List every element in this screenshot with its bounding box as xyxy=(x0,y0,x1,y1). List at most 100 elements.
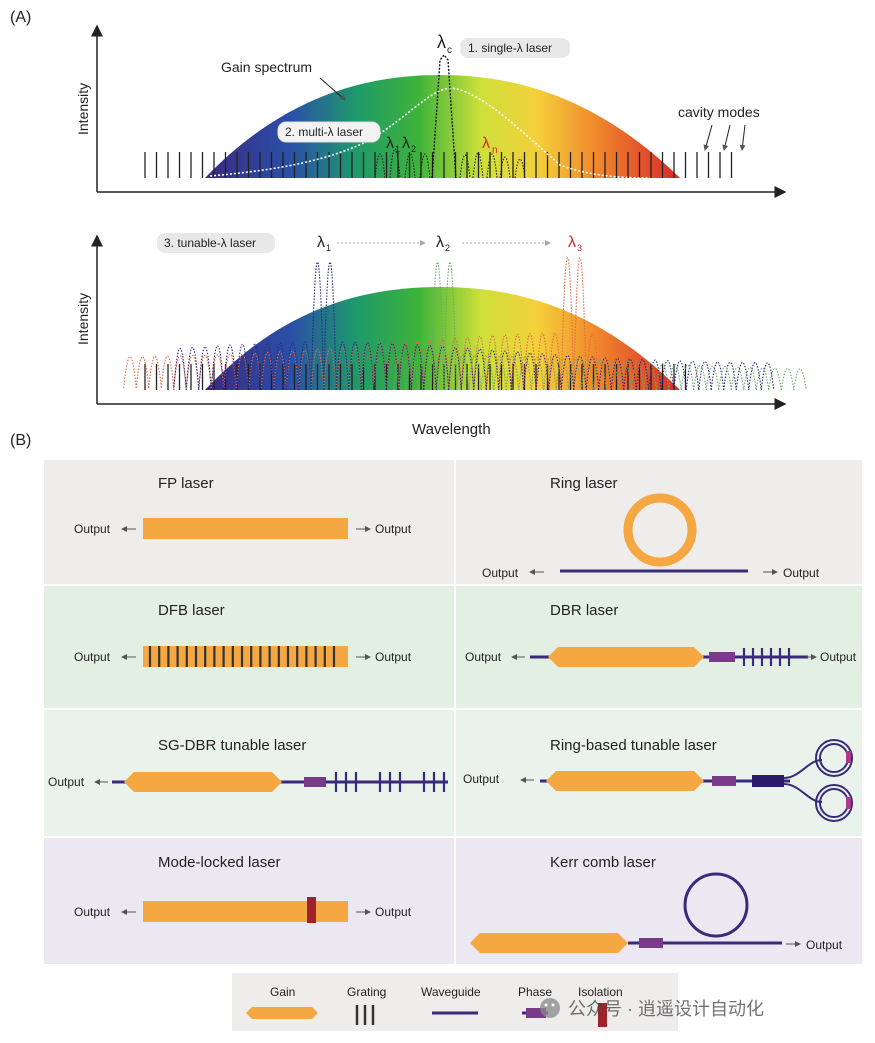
comb-peak-lambda-3 xyxy=(210,354,225,389)
comb-peak-lambda-1 xyxy=(335,341,350,391)
comb-peak-lambda-3 xyxy=(323,348,337,389)
multi-lambda-peak xyxy=(419,153,431,179)
multi-lambda-label: 2. multi-λ laser xyxy=(285,125,363,139)
comb-peak-lambda-2 xyxy=(668,364,682,391)
comb-peak-lambda-3 xyxy=(410,340,425,389)
comb-peak-lambda-2 xyxy=(405,354,420,391)
dfb-output-right: Output xyxy=(375,650,412,664)
bottom-y-label: Intensity xyxy=(75,293,91,345)
dbr-gain xyxy=(548,647,704,667)
comb-peak-lambda-1 xyxy=(460,347,475,391)
comb-peak-lambda-1 xyxy=(473,348,487,391)
comb-peak-lambda-1 xyxy=(573,355,587,391)
gain-pointer xyxy=(319,77,346,101)
comb-peak-lambda-2 xyxy=(693,365,707,391)
comb-peak-lambda-1 xyxy=(423,345,437,391)
comb-peak-lambda-1 xyxy=(323,261,337,391)
ringtun-branch-top xyxy=(783,759,823,779)
comb-peak-lambda-2 xyxy=(643,362,657,391)
sgdbr-phase xyxy=(304,777,326,787)
comb-peak-lambda-3 xyxy=(535,333,550,389)
lambda-c-sub: c xyxy=(447,45,452,56)
cavity-pointer-3 xyxy=(739,124,746,151)
comb-peak-lambda-1 xyxy=(535,353,550,391)
comb-peak-lambda-1 xyxy=(348,341,362,391)
dfb-grating xyxy=(148,646,336,667)
comb-peak-lambda-1 xyxy=(260,342,275,391)
lambda-2-bottom: λ xyxy=(436,234,444,251)
lambda-1-bottom-sub: 1 xyxy=(326,243,331,253)
comb-peak-lambda-3 xyxy=(510,334,525,389)
ringtun-gain xyxy=(546,771,704,791)
comb-peak-lambda-2 xyxy=(480,354,495,391)
top-plot: Intensity Gain spectrum 1. single-λ lase… xyxy=(75,24,787,198)
comb-peak-lambda-2 xyxy=(730,366,745,391)
comb-peak-lambda-1 xyxy=(485,349,500,391)
lambda-2-top: λ xyxy=(402,135,410,152)
comb-peak-lambda-1 xyxy=(223,344,237,391)
modelocked-output-left: Output xyxy=(74,905,111,919)
sgdbr-grating xyxy=(334,772,446,792)
comb-peak-lambda-1 xyxy=(273,342,287,391)
comb-peak-lambda-1 xyxy=(198,346,212,391)
watermark: 公众号 · 逍遥设计自动化 xyxy=(540,998,764,1019)
comb-peak-lambda-3 xyxy=(585,332,600,389)
comb-peak-lambda-1 xyxy=(585,356,600,391)
tunable-label-box xyxy=(157,233,275,253)
comb-peak-lambda-1 xyxy=(685,360,700,391)
comb-peak-lambda-2 xyxy=(768,367,782,391)
gain-spectrum-label: Gain spectrum xyxy=(221,59,312,75)
ringtun-phase xyxy=(712,776,736,786)
legend-gain-label: Gain xyxy=(270,985,295,999)
comb-peak-lambda-1 xyxy=(360,342,375,391)
comb-peak-lambda-3 xyxy=(248,352,262,389)
cavity-pointer-1 xyxy=(703,124,713,151)
cell-ringtun: Ring-based tunable laser Output xyxy=(463,737,853,822)
legend-grating-label: Grating xyxy=(347,985,386,999)
comb-peak-lambda-1 xyxy=(660,359,675,391)
lambda-2-bottom-sub: 2 xyxy=(445,243,450,253)
cell-dbr: DBR laser Output Output xyxy=(465,602,857,667)
comb-peak-lambda-3 xyxy=(260,351,275,389)
comb-peak-lambda-2 xyxy=(743,367,757,391)
cell-fp: FP laser Output Output xyxy=(74,475,412,539)
comb-peak-lambda-2 xyxy=(505,355,520,391)
tunable-comb-lambda-1 xyxy=(173,261,775,391)
comb-peak-lambda-1 xyxy=(710,361,725,391)
panel-b-label: (B) xyxy=(10,432,31,449)
wechat-icon-eye-1 xyxy=(544,1003,548,1007)
comb-peak-lambda-3 xyxy=(135,356,150,389)
comb-peak-lambda-2 xyxy=(455,354,470,391)
ringtun-output-left: Output xyxy=(463,772,500,786)
cell-modelocked: Mode-locked laser Output Output xyxy=(74,854,412,923)
comb-peak-lambda-1 xyxy=(498,350,512,391)
lambda-n-sub: n xyxy=(492,145,498,156)
dfb-output-left: Output xyxy=(74,650,111,664)
lambda-1-top: λ xyxy=(386,135,394,152)
comb-peak-lambda-1 xyxy=(448,347,462,391)
ringtun-branch-bottom xyxy=(783,783,823,803)
ring-output-right: Output xyxy=(783,566,820,580)
modelocked-isolation xyxy=(307,897,316,923)
comb-peak-lambda-1 xyxy=(735,362,750,391)
comb-peak-lambda-3 xyxy=(160,355,175,389)
comb-peak-lambda-1 xyxy=(398,343,412,391)
kerr-microring xyxy=(683,872,749,938)
comb-peak-lambda-1 xyxy=(285,341,300,391)
comb-peak-lambda-1 xyxy=(648,359,662,391)
sgdbr-output-left: Output xyxy=(48,775,85,789)
fp-title: FP laser xyxy=(158,475,214,492)
multi-lambda-peak xyxy=(459,154,471,179)
comb-peak-lambda-3 xyxy=(485,335,500,389)
comb-peak-lambda-2 xyxy=(755,367,770,391)
comb-peak-lambda-3 xyxy=(310,349,325,389)
comb-peak-lambda-2 xyxy=(580,359,595,391)
kerr-output-right: Output xyxy=(806,938,843,952)
legend-phase-label: Phase xyxy=(518,985,552,999)
multi-lambda-peak xyxy=(486,153,498,179)
modelocked-title: Mode-locked laser xyxy=(158,854,281,871)
cell-sgdbr: SG-DBR tunable laser Output xyxy=(48,737,448,792)
dbr-title: DBR laser xyxy=(550,602,618,619)
comb-peak-lambda-1 xyxy=(248,343,262,391)
comb-peak-lambda-1 xyxy=(385,343,400,391)
